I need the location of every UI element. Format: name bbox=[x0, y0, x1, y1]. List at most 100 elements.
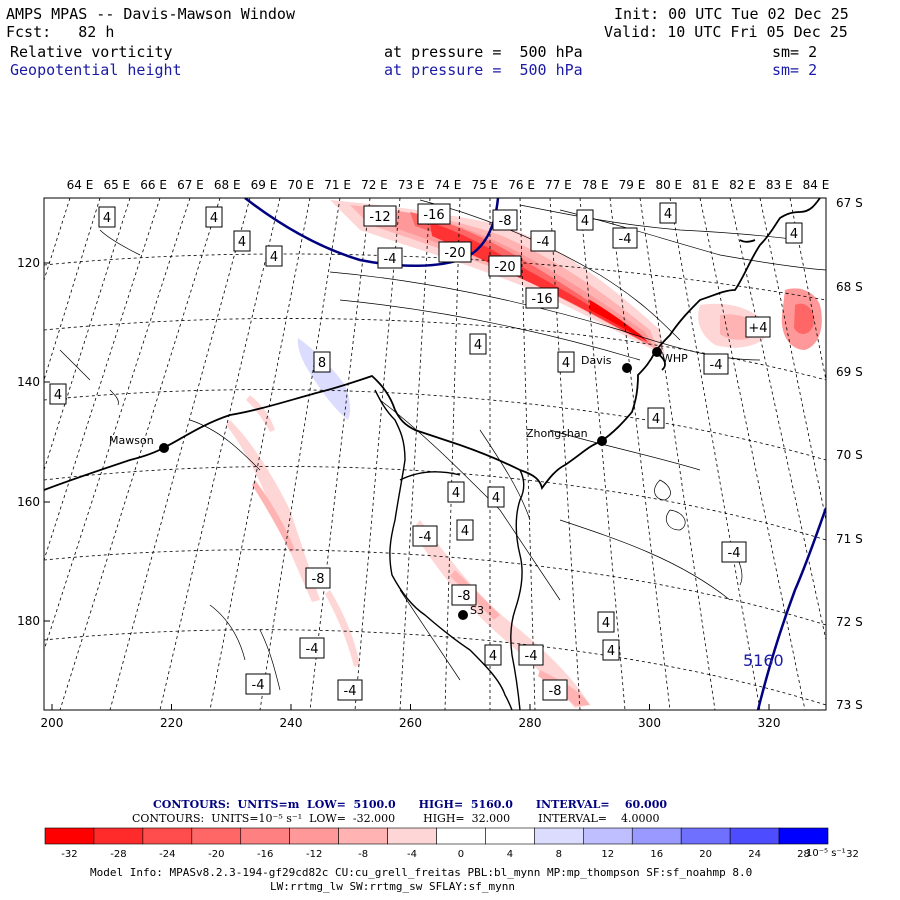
contour-label-box bbox=[557, 351, 575, 373]
contour-label: 4 bbox=[489, 649, 497, 664]
contour-label-box bbox=[265, 245, 283, 267]
grid-x-tick: 200 bbox=[41, 716, 64, 730]
field2-name: Geopotential height bbox=[10, 61, 182, 79]
contour-label-box bbox=[525, 287, 559, 309]
contour-label-box bbox=[659, 202, 677, 224]
contour-label-box bbox=[612, 227, 638, 249]
contour-label-box bbox=[299, 637, 325, 659]
grid-x-tick: 280 bbox=[519, 716, 542, 730]
colorbar-cell bbox=[240, 827, 290, 845]
colorbar-cell bbox=[93, 827, 144, 845]
colorbar-tick: 20 bbox=[699, 849, 712, 860]
station-label: WHP bbox=[662, 352, 688, 365]
contour-label: -20 bbox=[444, 246, 465, 261]
contour-label: -16 bbox=[531, 292, 552, 307]
colorbar-cell bbox=[778, 827, 829, 845]
longitude-tick: 64 E bbox=[67, 178, 94, 192]
plot-title: AMPS MPAS -- Davis-Mawson Window bbox=[6, 5, 295, 23]
graticule bbox=[44, 198, 826, 710]
ice-shelf-boundary bbox=[374, 389, 525, 710]
colorbar-tick: 12 bbox=[601, 849, 614, 860]
station-label: Davis bbox=[581, 354, 612, 367]
station-markers bbox=[159, 347, 662, 620]
colorbar-tick: 16 bbox=[650, 849, 663, 860]
colorbar-tick: -8 bbox=[358, 849, 368, 860]
contour-label: -4 bbox=[344, 684, 357, 699]
colorbar-cell bbox=[631, 827, 682, 845]
contour-label-box bbox=[377, 247, 403, 269]
latitude-tick: 68 S bbox=[836, 280, 863, 294]
colorbar-tick: -32 bbox=[61, 849, 77, 860]
grid-x-tick-labels: 200 220 240 260 280 300 320 bbox=[41, 704, 780, 730]
contour-label-box bbox=[597, 611, 615, 633]
height-contour-info: CONTOURS: UNITS=m LOW= 5100.0 HIGH= 5160… bbox=[153, 798, 667, 811]
grid-y-tick-labels: 120 140 160 180 bbox=[17, 256, 50, 628]
longitude-tick: 77 E bbox=[545, 178, 572, 192]
contour-label-box bbox=[205, 206, 223, 228]
longitude-tick: 80 E bbox=[655, 178, 682, 192]
contour-label-box bbox=[745, 316, 771, 338]
contour-label: 4 bbox=[607, 644, 615, 659]
colorbar-cell bbox=[191, 827, 242, 845]
contour-label: -8 bbox=[458, 589, 471, 604]
colorbar-tick: -24 bbox=[159, 849, 175, 860]
colorbar-tick: 4 bbox=[507, 849, 513, 860]
contour-label: 8 bbox=[318, 356, 326, 371]
field1-level: at pressure = 500 hPa bbox=[384, 43, 583, 61]
colorbar-tick-labels: -32 -28 -24 -20 -16 -12 -8 -4 0 4 8 12 16 20 24 28 32 bbox=[61, 849, 859, 860]
contour-label-box bbox=[438, 241, 472, 263]
contour-label-box bbox=[518, 644, 544, 666]
contour-label: -4 bbox=[525, 649, 538, 664]
longitude-tick: 66 E bbox=[140, 178, 167, 192]
contour-label-box bbox=[337, 679, 363, 701]
contour-label-box bbox=[456, 519, 474, 541]
contour-label-box bbox=[447, 481, 465, 503]
contour-label: 4 bbox=[602, 616, 610, 631]
contour-label: -4 bbox=[384, 252, 397, 267]
contour-label-box bbox=[305, 567, 331, 589]
contour-label: 4 bbox=[270, 250, 278, 265]
colorbar-tick: 28 bbox=[797, 849, 810, 860]
longitude-tick: 79 E bbox=[619, 178, 646, 192]
station-marker-zhongshan bbox=[597, 436, 607, 446]
plot-frame bbox=[43, 197, 827, 711]
contour-label: -4 bbox=[710, 358, 723, 373]
latitude-tick: 67 S bbox=[836, 196, 863, 210]
contour-label-box bbox=[469, 333, 487, 355]
colorbar-cell bbox=[680, 827, 731, 845]
contour-label-box bbox=[576, 209, 594, 231]
contour-label-box bbox=[363, 205, 397, 227]
colorbar-cell bbox=[338, 827, 388, 845]
contour-label: -8 bbox=[549, 684, 562, 699]
longitude-tick: 76 E bbox=[508, 178, 535, 192]
latitude-tick: 70 S bbox=[836, 448, 863, 462]
longitude-tick: 71 E bbox=[324, 178, 351, 192]
contour-label-box bbox=[412, 525, 438, 547]
latitude-tick: 73 S bbox=[836, 698, 863, 712]
contour-label: 4 bbox=[562, 356, 570, 371]
field2-smoothing: sm= 2 bbox=[772, 61, 818, 79]
colorbar-cell bbox=[387, 827, 437, 845]
colorbar-cell bbox=[142, 827, 193, 845]
colorbar-cell bbox=[534, 827, 584, 845]
init-time: Init: 00 UTC Tue 02 Dec 25 bbox=[614, 5, 849, 23]
longitude-tick: 75 E bbox=[471, 178, 498, 192]
colorbar-tick: 0 bbox=[458, 849, 464, 860]
vorticity-contour-info: CONTOURS: UNITS=10⁻⁵ s⁻¹ LOW= -32.000 HI… bbox=[132, 812, 659, 825]
contour-label: -4 bbox=[728, 546, 741, 561]
contour-label: 4 bbox=[452, 486, 460, 501]
longitude-tick: 82 E bbox=[729, 178, 756, 192]
contour-label: 4 bbox=[238, 235, 246, 250]
contour-label: 4 bbox=[461, 524, 469, 539]
contour-label: -12 bbox=[369, 210, 390, 225]
colorbar-cell bbox=[436, 827, 486, 845]
contour-label: -4 bbox=[537, 235, 550, 250]
contour-label: +4 bbox=[748, 321, 767, 336]
station-marker-s3 bbox=[458, 610, 468, 620]
model-info-line1: Model Info: MPASv8.2.3-194-gf29cd82c CU:… bbox=[90, 866, 753, 879]
latitude-tick-labels: 67 S 68 S 69 S 70 S 71 S 72 S 73 S bbox=[836, 196, 863, 712]
contour-label-box bbox=[245, 673, 271, 695]
colorbar bbox=[44, 827, 829, 845]
contour-label: -4 bbox=[619, 232, 632, 247]
